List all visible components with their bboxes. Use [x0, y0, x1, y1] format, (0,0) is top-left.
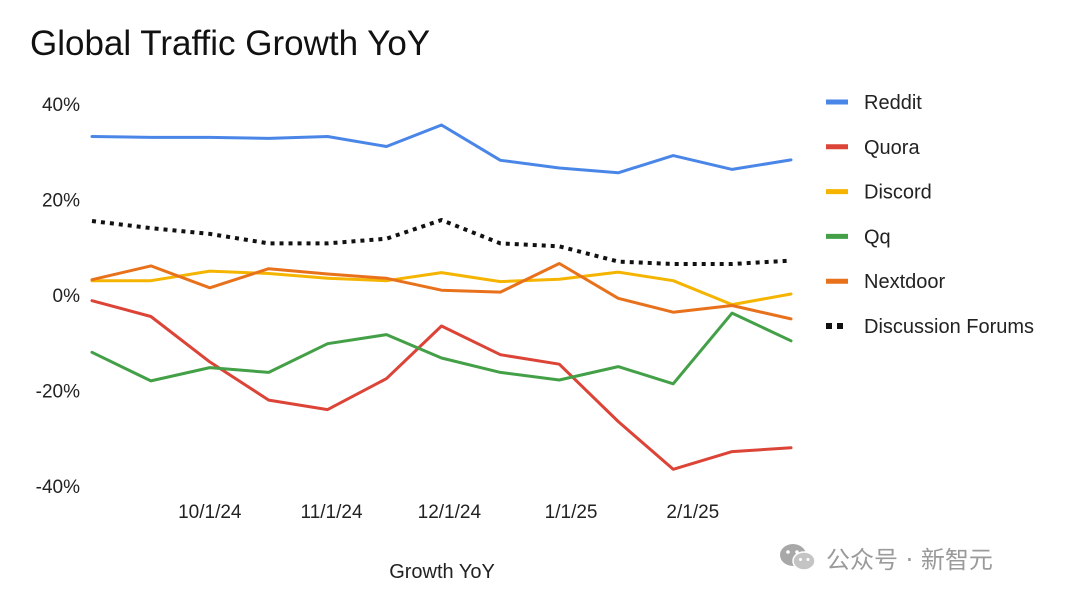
- legend-label: Quora: [864, 137, 920, 159]
- legend-label: Discord: [864, 182, 932, 204]
- series-line-nextdoor: [90, 262, 793, 321]
- legend: Reddit Quora Discord Qq Nextdoor Discussion F…: [826, 92, 1034, 338]
- legend-label: Nextdoor: [864, 271, 945, 293]
- x-axis-ticks: 10/1/24 11/1/24 12/1/24 1/1/25 2/1/25: [178, 502, 719, 523]
- y-tick-label: 0%: [53, 286, 81, 307]
- series-line-discord: [90, 269, 793, 307]
- y-tick-label: -40%: [36, 477, 80, 498]
- watermark-text: 公众号 · 新智元: [826, 546, 993, 574]
- y-tick-label: -20%: [36, 382, 80, 403]
- y-axis-ticks: 40% 20% 0% -20% -40%: [36, 95, 80, 498]
- series-line-quora: [90, 299, 793, 471]
- x-tick-label: 2/1/25: [666, 502, 719, 523]
- y-tick-label: 40%: [42, 95, 80, 116]
- x-tick-label: 1/1/25: [545, 502, 598, 523]
- x-tick-label: 11/1/24: [301, 502, 363, 523]
- series-line-discussion-forums: [91, 218, 792, 266]
- legend-label: Qq: [864, 226, 891, 248]
- x-tick-label: 10/1/24: [178, 502, 242, 523]
- chart-title: Global Traffic Growth YoY: [30, 24, 431, 63]
- x-axis-label: Growth YoY: [389, 561, 495, 583]
- series-line-qq: [90, 311, 793, 386]
- series-line-reddit: [90, 123, 793, 175]
- legend-label: Discussion Forums: [864, 316, 1034, 338]
- watermark: 公众号 · 新智元: [778, 540, 993, 575]
- series-lines: [90, 123, 793, 471]
- x-tick-label: 12/1/24: [418, 502, 482, 523]
- y-tick-label: 20%: [42, 191, 80, 212]
- legend-label: Reddit: [864, 92, 922, 114]
- wechat-icon: [780, 543, 816, 571]
